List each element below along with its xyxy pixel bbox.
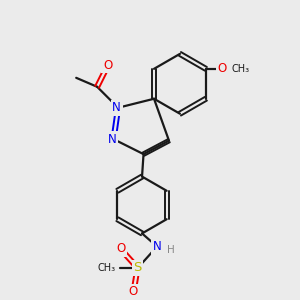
- Text: O: O: [103, 59, 112, 72]
- Text: CH₃: CH₃: [97, 263, 115, 273]
- Text: N: N: [153, 240, 161, 254]
- Text: H: H: [167, 245, 174, 255]
- Text: N: N: [112, 101, 121, 114]
- Text: O: O: [218, 62, 227, 75]
- Text: N: N: [108, 133, 116, 146]
- Text: O: O: [116, 242, 126, 255]
- Text: CH₃: CH₃: [231, 64, 249, 74]
- Text: S: S: [134, 261, 142, 274]
- Text: O: O: [128, 285, 138, 298]
